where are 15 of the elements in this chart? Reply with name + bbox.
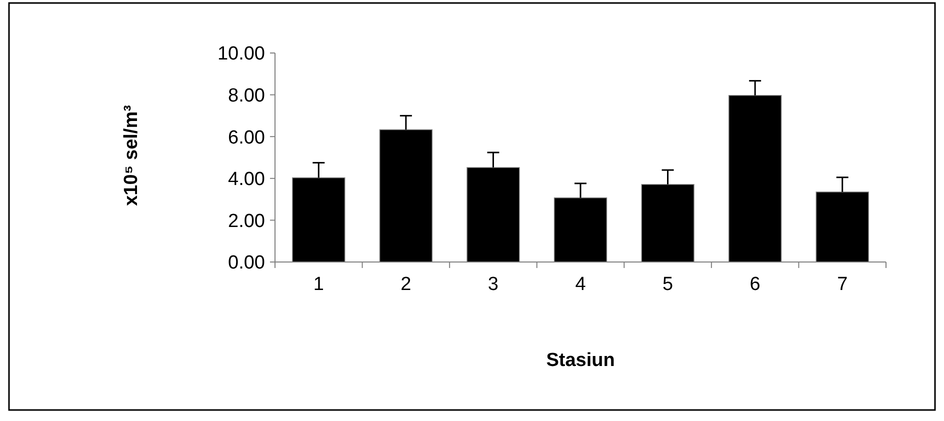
x-axis-title: Stasiun <box>546 350 615 371</box>
y-tick-label: 6.00 <box>228 127 265 148</box>
y-tick-label: 0.00 <box>228 252 265 274</box>
y-axis-title: x10⁵ sel/m³ <box>121 105 142 206</box>
y-tick-label: 8.00 <box>228 85 265 106</box>
x-tick-label: 3 <box>488 274 499 295</box>
y-tick-label: 10.00 <box>217 44 265 65</box>
x-tick-label: 5 <box>662 274 674 295</box>
x-tick-label: 1 <box>313 274 324 295</box>
y-tick-label: 4.00 <box>228 169 265 190</box>
y-tick-label: 2.00 <box>228 210 265 232</box>
x-tick-label: 6 <box>750 274 760 295</box>
x-tick-label: 4 <box>575 274 586 295</box>
x-tick-label: 2 <box>400 274 412 295</box>
x-tick-label: 7 <box>837 274 848 295</box>
